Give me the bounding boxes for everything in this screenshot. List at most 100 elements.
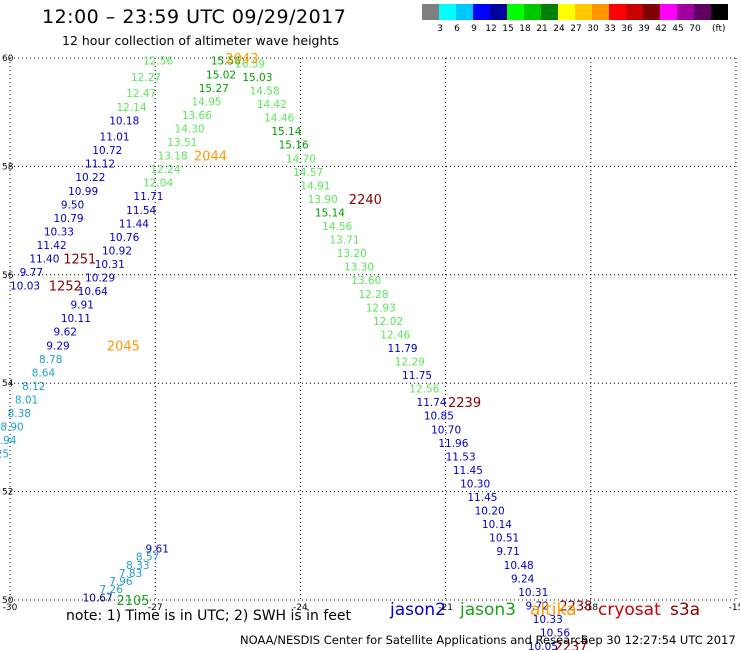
wave-height-value: 7.83 (119, 568, 142, 580)
wave-height-value: 10.20 (475, 506, 505, 518)
wave-height-value: 14.30 (175, 123, 205, 135)
wave-height-value: 12.47 (126, 88, 156, 100)
longitude-tick-label: -27 (148, 603, 163, 613)
pass-time-label: 1251 (63, 253, 96, 268)
wave-height-value: 13.90 (308, 194, 338, 206)
wave-height-value: 10.72 (92, 145, 122, 157)
wave-height-value: 10.79 (54, 213, 84, 225)
wave-height-value: 14.91 (300, 180, 330, 192)
wave-height-value: 8.01 (15, 394, 38, 406)
wave-height-value: 12.27 (131, 72, 161, 84)
wave-height-value: 12.28 (358, 289, 388, 301)
wave-height-value: 9.29 (46, 340, 69, 352)
wave-height-value: 10.11 (61, 313, 91, 325)
wave-height-value: 9.72 (525, 600, 548, 612)
wave-height-value: 10.22 (75, 172, 105, 184)
wave-height-value: 10.33 (44, 226, 74, 238)
wave-height-value: 11.79 (388, 343, 418, 355)
colorbar-label: 24 (553, 24, 565, 34)
colorbar-swatch (694, 4, 711, 20)
colorbar-label: 15 (502, 24, 514, 34)
longitude-tick-label: -15 (729, 603, 740, 613)
wave-height-value: 10.76 (109, 232, 139, 244)
wave-height-value: 12.46 (380, 329, 410, 341)
wave-height-value: 10.67 (83, 592, 113, 604)
satellite-legend-s3a: s3a (670, 600, 701, 620)
wave-height-value: 8.64 (32, 367, 56, 379)
wave-height-value: 10.05 (528, 641, 558, 650)
satellite-legend-jason2: jason2 (390, 600, 446, 620)
longitude-tick-label: -18 (583, 603, 598, 613)
wave-height-value: 14.95 (192, 96, 222, 108)
pass-time-label: 2238 (559, 599, 592, 614)
wave-height-value: 10.31 (518, 587, 548, 599)
wave-height-value: 12.56 (409, 384, 439, 396)
wave-height-value: 11.12 (85, 159, 115, 171)
wave-height-value: 11.75 (402, 370, 432, 382)
wave-height-value: 11.96 (438, 438, 468, 450)
colorbar-label: 36 (621, 24, 633, 34)
colorbar-label: 42 (655, 24, 667, 34)
wave-height-value: 15.14 (315, 207, 345, 219)
wave-height-value: 15.03 (242, 72, 272, 84)
colorbar-swatch (677, 4, 694, 20)
pass-time-label: 2237 (555, 640, 588, 650)
colorbar-label: 6 (454, 24, 460, 34)
wave-height-value: 15.02 (206, 69, 236, 81)
pass-time-label: 2045 (107, 339, 140, 354)
wave-height-value: 9.61 (146, 544, 169, 556)
wave-height-value: 12.04 (143, 178, 173, 190)
wave-height-value: 14.42 (257, 99, 287, 111)
wave-height-value: 7.96 (109, 576, 133, 588)
wave-height-value: 15.56 (211, 56, 241, 68)
wave-height-value: 11.53 (446, 451, 476, 463)
wave-height-value: 13.30 (344, 262, 374, 274)
wave-height-value: 9.91 (71, 300, 94, 312)
colorbar-label: 45 (672, 24, 684, 34)
colorbar-swatch (456, 4, 473, 20)
credit-line: NOAA/NESDIS Center for Satellite Applica… (240, 633, 589, 647)
wave-height-value: 12.93 (366, 302, 396, 314)
colorbar-swatch (439, 4, 456, 20)
latitude-tick-label: 60 (2, 54, 14, 64)
wave-height-value: 12.02 (373, 316, 403, 328)
wave-height-value: 12.24 (150, 164, 180, 176)
map-grid (9, 57, 737, 601)
wave-height-value: 9.24 (511, 573, 535, 585)
pass-time-label: 2240 (349, 193, 382, 208)
longitude-tick-label: -24 (293, 603, 308, 613)
wave-height-value: 10.03 (10, 281, 40, 293)
satellite-legend-cryosat: cryosat (598, 600, 661, 620)
wave-height-value: 11.45 (453, 465, 483, 477)
colorbar-swatch (473, 4, 490, 20)
wave-height-value: 10.56 (540, 628, 570, 640)
wave-height-value: 13.20 (337, 248, 367, 260)
generated-timestamp: Sep 30 12:27:54 UTC 2017 (581, 633, 736, 647)
pass-time-label: 2044 (194, 150, 227, 165)
wave-height-value: 10.29 (85, 273, 115, 285)
wave-height-value: 12.14 (116, 102, 146, 114)
colorbar-label: 21 (536, 24, 548, 34)
wave-height-value: 10.33 (533, 614, 563, 626)
satellite-legend-altika: altika (530, 600, 577, 620)
wave-height-value: 14.58 (250, 86, 280, 98)
wave-height-value: 12.29 (395, 357, 425, 369)
wave-height-value: 10.31 (95, 259, 125, 271)
wave-height-value: 9.71 (496, 546, 519, 558)
page-subtitle: 12 hour collection of altimeter wave hei… (62, 33, 339, 48)
wave-height-value: 14.70 (286, 153, 316, 165)
colorbar-label: 33 (604, 24, 616, 34)
page-title: 12:00 – 23:59 UTC 09/29/2017 (42, 6, 347, 28)
wave-height-value: 7.26 (100, 584, 124, 596)
longitude-tick-label: -21 (438, 603, 453, 613)
colorbar-swatch (558, 4, 575, 20)
latitude-tick-label: 54 (2, 379, 14, 389)
colorbar-swatch (592, 4, 609, 20)
wave-height-value: 16.59 (235, 58, 265, 70)
colorbar-label: 9 (471, 24, 477, 34)
wave-height-value: 10.99 (68, 186, 98, 198)
wave-height-value: 10.85 (424, 411, 454, 423)
latitude-tick-label: 58 (2, 162, 14, 172)
